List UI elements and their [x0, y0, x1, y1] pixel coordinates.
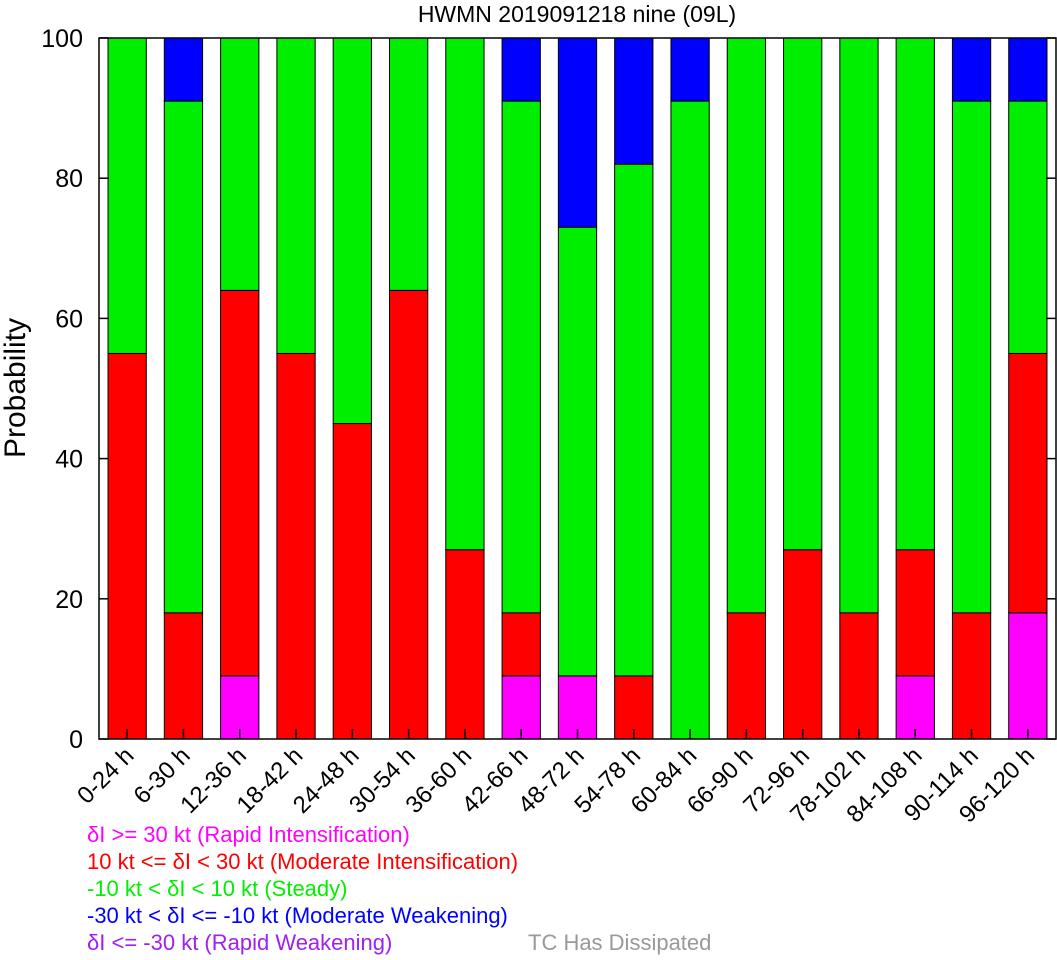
bar-segment-moderate-weakening: [501, 37, 541, 102]
bar-segment-moderate-weakening: [951, 37, 992, 102]
bar-segment-moderate-weakening: [557, 37, 598, 228]
legend-entry: -30 kt < δI <= -10 kt (Moderate Weakenin…: [87, 903, 508, 928]
y-tick-label: 80: [55, 165, 83, 193]
y-tick-label: 60: [55, 305, 83, 333]
bars-group: [107, 37, 1048, 740]
bar-segment-steady: [276, 37, 316, 354]
y-tick-label: 0: [69, 726, 83, 754]
y-axis-ticks: 0 20 40 60 80 100: [41, 25, 1056, 754]
chart-title: HWMN 2019091218 nine (09L): [418, 1, 736, 27]
bar-segment-steady: [1008, 100, 1048, 354]
bar-segment-steady: [895, 37, 935, 551]
bar-segment-steady: [445, 37, 485, 551]
legend-entry: δI <= -30 kt (Rapid Weakening): [87, 930, 392, 955]
bar-segment-steady: [501, 100, 541, 614]
y-tick-label: 20: [55, 586, 83, 614]
legend-entry: δI >= 30 kt (Rapid Intensification): [87, 822, 410, 847]
bar-segment-steady: [107, 37, 147, 354]
bar-segment-moderate-intensification: [445, 549, 485, 740]
bar-segment-moderate-intensification: [332, 423, 372, 740]
bar-segment-moderate-weakening: [614, 37, 654, 165]
bar-segment-steady: [388, 37, 429, 291]
bar-segment-steady: [220, 37, 260, 291]
bar-segment-moderate-intensification: [726, 612, 767, 740]
bar-segment-moderate-intensification: [1008, 352, 1048, 614]
bar-segment-moderate-intensification: [951, 612, 992, 740]
bar-segment-moderate-intensification: [783, 549, 823, 740]
legend-dissipated-note: TC Has Dissipated: [528, 930, 711, 955]
bar-segment-steady: [839, 37, 879, 614]
legend-entry: -10 kt < δI < 10 kt (Steady): [87, 876, 347, 901]
bar-segment-steady: [614, 163, 654, 677]
bar-segment-rapid-intensification: [220, 675, 260, 740]
bar-segment-moderate-intensification: [501, 612, 541, 677]
bar-segment-moderate-intensification: [220, 289, 260, 677]
bar-segment-steady: [783, 37, 823, 551]
bar-segment-steady: [557, 226, 598, 677]
bar-segment-rapid-intensification: [501, 675, 541, 740]
y-tick-label: 40: [55, 446, 83, 474]
x-axis-ticks: 0-24 h6-30 h12-36 h18-42 h24-48 h30-54 h…: [72, 729, 1040, 828]
y-axis-label: Probability: [0, 318, 32, 458]
bar-segment-steady: [332, 37, 372, 425]
bar-segment-rapid-intensification: [1008, 612, 1048, 740]
bar-segment-steady: [951, 100, 992, 614]
bar-segment-moderate-intensification: [839, 612, 879, 740]
y-tick-label: 100: [41, 25, 83, 53]
legend-entry: 10 kt <= δI < 30 kt (Moderate Intensific…: [87, 849, 518, 874]
bar-segment-moderate-intensification: [276, 352, 316, 740]
bar-segment-steady: [670, 100, 710, 740]
bar-segment-moderate-intensification: [895, 549, 935, 677]
bar-segment-moderate-weakening: [1008, 37, 1048, 102]
bar-segment-moderate-weakening: [163, 37, 204, 102]
bar-segment-moderate-weakening: [670, 37, 710, 102]
bar-segment-steady: [163, 100, 204, 614]
legend: δI >= 30 kt (Rapid Intensification)10 kt…: [87, 822, 711, 955]
bar-segment-moderate-intensification: [163, 612, 204, 740]
bar-segment-moderate-intensification: [107, 352, 147, 740]
bar-segment-moderate-intensification: [614, 675, 654, 740]
bar-segment-moderate-intensification: [388, 289, 429, 740]
bar-segment-steady: [726, 37, 767, 614]
